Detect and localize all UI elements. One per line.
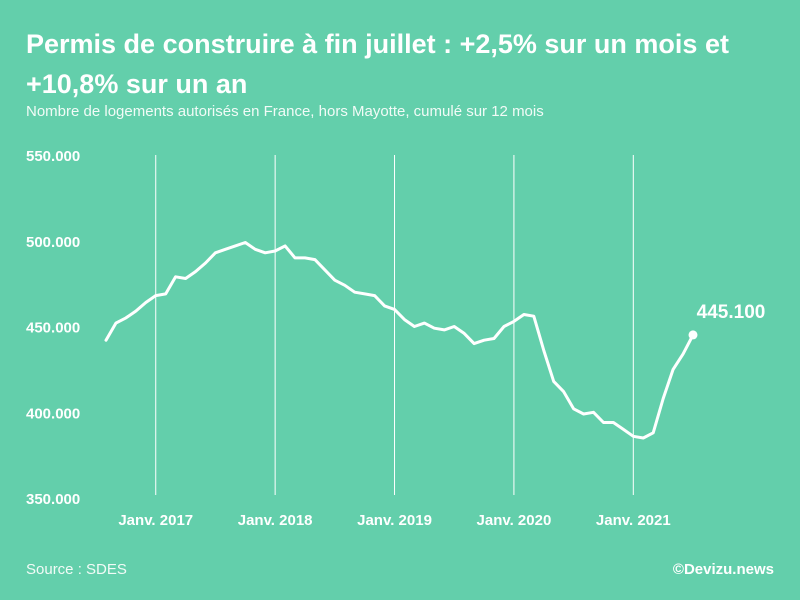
x-tick-label: Janv. 2019: [357, 512, 432, 529]
x-tick-label: Janv. 2017: [118, 512, 193, 529]
x-axis-ticks: Janv. 2017 Janv. 2018 Janv. 2019 Janv. 2020…: [118, 512, 670, 529]
vertical-gridlines: [155, 155, 634, 495]
chart-title: Permis de construire à fin juillet : +2,…: [26, 29, 729, 99]
end-point-marker: [688, 330, 698, 340]
y-axis-ticks: 550.000 500.000 450.000 400.000 350.000: [26, 148, 80, 508]
y-tick-label: 400.000: [26, 405, 80, 422]
chart-subtitle: Nombre de logements autorisés en France,…: [26, 103, 544, 120]
x-tick-label: Janv. 2018: [238, 512, 313, 529]
y-tick-label: 350.000: [26, 491, 80, 508]
y-tick-label: 450.000: [26, 320, 80, 337]
credit-link[interactable]: ©Devizu.news: [672, 561, 774, 578]
end-value-label: 445.100: [697, 302, 766, 323]
x-tick-label: Janv. 2021: [596, 512, 671, 529]
data-points: [105, 241, 695, 440]
y-tick-label: 500.000: [26, 234, 80, 251]
x-tick-label: Janv. 2020: [477, 512, 552, 529]
y-tick-label: 550.000: [26, 148, 80, 165]
series-line: [104, 241, 695, 440]
source-note: Source : SDES: [26, 561, 127, 578]
